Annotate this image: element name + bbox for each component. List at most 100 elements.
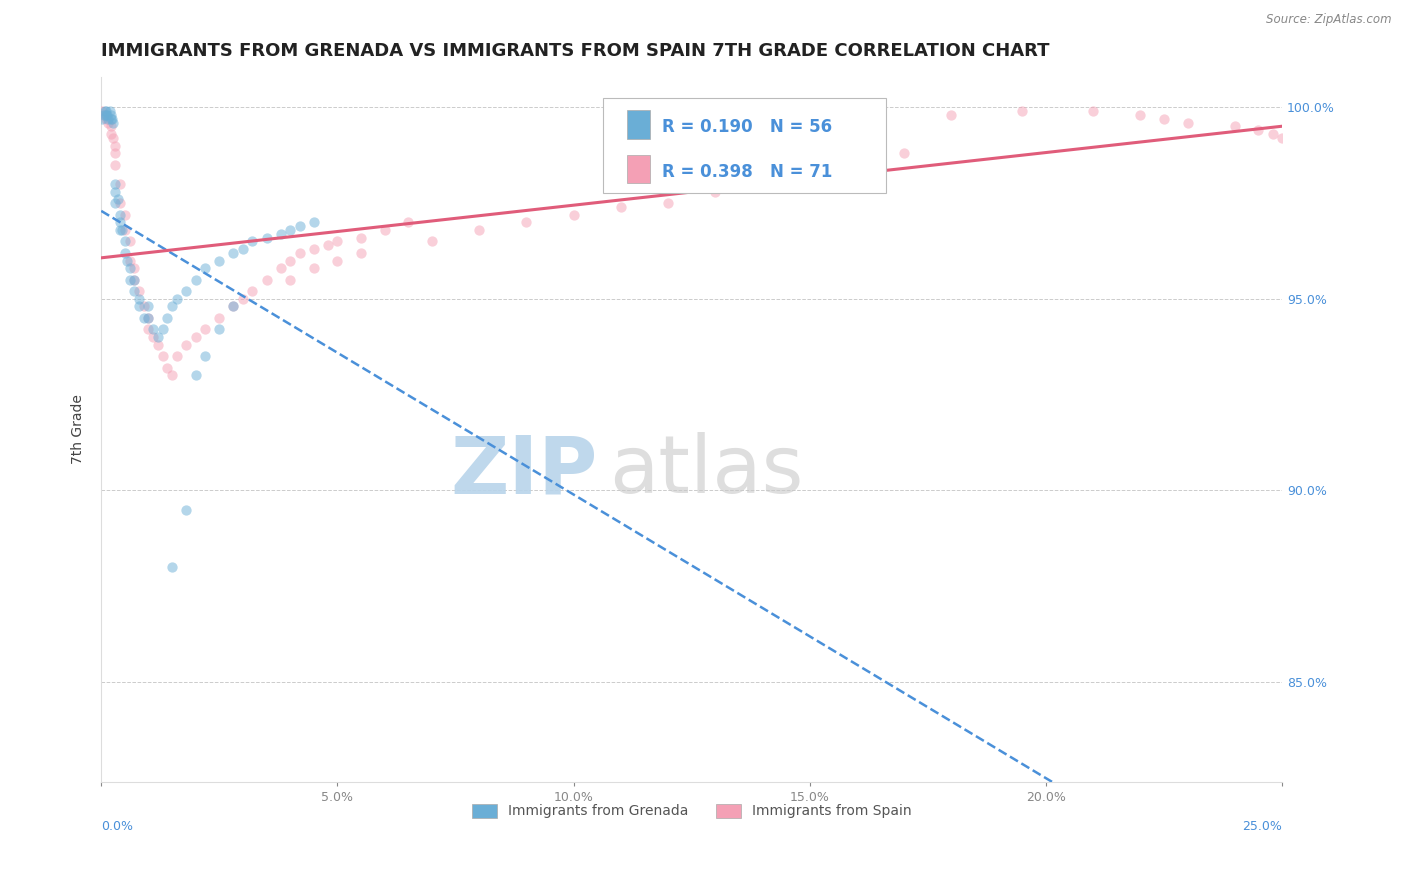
Point	[941, 108, 963, 122]
Point	[326, 235, 349, 249]
Point	[256, 230, 278, 244]
Text: R = 0.398   N = 71: R = 0.398 N = 71	[662, 162, 832, 181]
Point	[350, 245, 373, 260]
Point	[104, 177, 127, 191]
Point	[114, 223, 136, 237]
Point	[104, 185, 127, 199]
Point	[208, 310, 231, 325]
Point	[166, 292, 188, 306]
Point	[326, 253, 349, 268]
Point	[104, 158, 127, 172]
Point	[93, 108, 115, 122]
Point	[108, 223, 131, 237]
Point	[288, 219, 311, 233]
FancyBboxPatch shape	[627, 155, 651, 183]
Point	[142, 330, 165, 344]
Point	[160, 560, 183, 574]
Point	[704, 185, 727, 199]
Point	[1129, 108, 1152, 122]
Point	[562, 208, 585, 222]
Point	[350, 230, 373, 244]
Point	[94, 112, 117, 126]
Point	[138, 300, 160, 314]
Point	[240, 235, 263, 249]
Point	[194, 349, 217, 363]
Point	[222, 245, 245, 260]
Point	[270, 227, 292, 241]
Point	[799, 169, 821, 184]
Point	[146, 330, 169, 344]
Point	[124, 273, 146, 287]
Text: ZIP: ZIP	[450, 433, 598, 510]
Point	[396, 215, 419, 229]
Point	[114, 245, 136, 260]
Point	[104, 196, 127, 211]
Point	[114, 235, 136, 249]
Point	[184, 330, 207, 344]
Point	[118, 273, 141, 287]
Point	[1223, 120, 1246, 134]
Point	[610, 200, 633, 214]
Point	[146, 338, 169, 352]
Point	[101, 115, 124, 129]
Point	[156, 360, 179, 375]
Point	[107, 192, 129, 206]
Point	[160, 368, 183, 383]
Point	[893, 146, 915, 161]
Point	[138, 310, 160, 325]
Point	[101, 131, 124, 145]
Point	[108, 208, 131, 222]
Point	[100, 108, 122, 122]
Point	[288, 245, 311, 260]
Point	[118, 253, 141, 268]
Point	[751, 177, 773, 191]
Point	[108, 196, 131, 211]
Point	[270, 261, 292, 276]
Point	[208, 253, 231, 268]
Point	[1261, 127, 1284, 141]
Point	[97, 115, 120, 129]
FancyBboxPatch shape	[603, 98, 886, 193]
Point	[1271, 131, 1294, 145]
Point	[104, 138, 127, 153]
Point	[208, 322, 231, 336]
Point	[104, 146, 127, 161]
Point	[845, 158, 868, 172]
Point	[142, 322, 165, 336]
Point	[98, 104, 121, 119]
Point	[97, 112, 120, 126]
Text: 0.0%: 0.0%	[101, 821, 134, 833]
Point	[115, 253, 138, 268]
Point	[138, 322, 160, 336]
Point	[1011, 104, 1033, 119]
Point	[128, 300, 150, 314]
FancyBboxPatch shape	[627, 111, 651, 138]
Point	[174, 338, 197, 352]
Point	[114, 208, 136, 222]
Point	[420, 235, 443, 249]
Point	[132, 310, 155, 325]
Point	[124, 261, 146, 276]
Point	[111, 223, 134, 237]
Point	[1247, 123, 1270, 137]
Point	[657, 196, 679, 211]
Point	[118, 261, 141, 276]
Point	[138, 310, 160, 325]
Point	[132, 300, 155, 314]
Point	[222, 300, 245, 314]
Point	[174, 284, 197, 298]
Point	[166, 349, 188, 363]
Point	[184, 368, 207, 383]
Point	[194, 322, 217, 336]
Point	[278, 273, 301, 287]
Point	[100, 127, 122, 141]
Point	[240, 284, 263, 298]
Text: IMMIGRANTS FROM GRENADA VS IMMIGRANTS FROM SPAIN 7TH GRADE CORRELATION CHART: IMMIGRANTS FROM GRENADA VS IMMIGRANTS FR…	[101, 42, 1050, 60]
Point	[152, 349, 174, 363]
Point	[128, 292, 150, 306]
Point	[278, 253, 301, 268]
Point	[302, 242, 325, 256]
Point	[278, 223, 301, 237]
Point	[302, 215, 325, 229]
Point	[256, 273, 278, 287]
